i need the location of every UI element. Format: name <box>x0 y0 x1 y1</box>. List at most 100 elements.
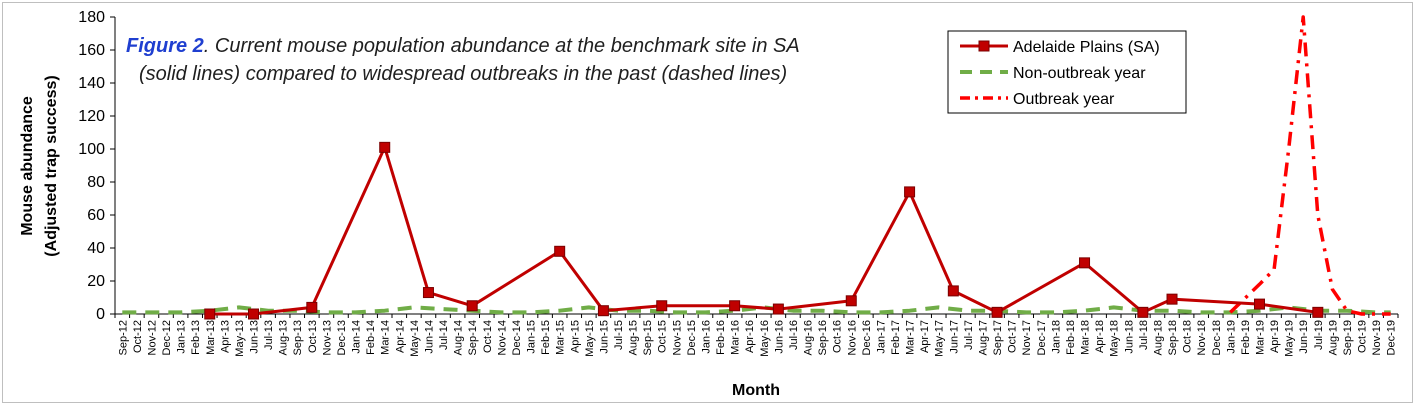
x-tick-label: Mar-13 <box>205 320 217 355</box>
x-tick-label: Aug-19 <box>1327 320 1339 355</box>
x-tick-label: Aug-13 <box>278 320 290 355</box>
data-point-marker <box>729 300 741 312</box>
y-axis-title-line1: Mouse abundance <box>19 96 36 236</box>
x-tick-label: Dec-13 <box>336 320 348 355</box>
x-tick-label: Jan-17 <box>875 320 887 354</box>
x-tick-label: Dec-17 <box>1036 320 1048 355</box>
data-point-marker <box>1312 306 1324 318</box>
x-tick-label: Oct-15 <box>657 320 669 353</box>
data-point-marker <box>904 186 916 198</box>
x-tick-label: Oct-14 <box>482 320 494 353</box>
y-tick-label: 60 <box>87 207 105 224</box>
x-tick-label: May-15 <box>584 320 596 357</box>
x-tick-label: Sep-17 <box>992 320 1004 355</box>
x-tick-label: Feb-15 <box>540 320 552 355</box>
x-tick-label: Apr-15 <box>569 320 581 353</box>
y-tick-labels: 0 20 40 60 80 100 120 140 160 180 <box>78 9 105 323</box>
data-point-marker <box>1253 298 1265 310</box>
x-tick-label: Nov-18 <box>1196 320 1208 355</box>
x-tick-label: Apr-13 <box>219 320 231 353</box>
y-tick-label: 100 <box>78 141 105 158</box>
x-tick-label: Apr-19 <box>1269 320 1281 353</box>
figure-annotation-text: . Current mouse population abundance at … <box>204 35 800 57</box>
x-tick-label: Dec-16 <box>861 320 873 355</box>
x-tick-label: Apr-17 <box>919 320 931 353</box>
figure-annotation-line2: (solid lines) compared to widespread out… <box>139 63 787 85</box>
x-tick-labels: Sep-12 Oct-12 Nov-12 Dec-12 Jan-13 Feb-13 Mar-… <box>117 320 1397 357</box>
x-tick-label: Jul-14 <box>438 320 450 350</box>
x-tick-label: Jun-15 <box>598 320 610 354</box>
data-point-marker <box>1137 306 1149 318</box>
y-tick-label: 40 <box>87 240 105 257</box>
x-tick-label: Jun-13 <box>249 320 261 354</box>
data-point-marker <box>1079 257 1091 269</box>
x-tick-label: Dec-14 <box>511 320 523 355</box>
x-tick-label: Jan-18 <box>1050 320 1062 354</box>
x-tick-label: Jul-15 <box>613 320 625 350</box>
x-tick-label: Dec-18 <box>1211 320 1223 355</box>
x-tick-label: Aug-14 <box>453 320 465 355</box>
x-tick-label: Jul-13 <box>263 320 275 350</box>
x-tick-label: Feb-18 <box>1065 320 1077 355</box>
x-tick-label: Jun-17 <box>948 320 960 354</box>
x-tick-label: Jun-19 <box>1298 320 1310 354</box>
data-point-marker <box>772 303 784 315</box>
y-tick-label: 120 <box>78 108 105 125</box>
x-tick-label: Sep-19 <box>1342 320 1354 355</box>
data-point-marker <box>306 301 318 313</box>
x-tick-label: Aug-17 <box>977 320 989 355</box>
data-point-marker <box>1166 293 1178 305</box>
x-tick-label: Mar-18 <box>1080 320 1092 355</box>
x-tick-label: Nov-15 <box>671 320 683 355</box>
data-point-marker <box>947 285 959 297</box>
data-point-marker <box>554 245 566 257</box>
x-tick-label: Oct-19 <box>1357 320 1369 353</box>
legend-marker <box>978 40 990 52</box>
x-tick-label: Apr-14 <box>394 320 406 353</box>
x-tick-label: Aug-16 <box>803 320 815 355</box>
x-tick-label: Sep-16 <box>817 320 829 355</box>
x-tick-label: Jul-19 <box>1313 320 1325 350</box>
x-tick-label: Apr-16 <box>744 320 756 353</box>
x-tick-label: Jan-13 <box>176 320 188 354</box>
x-tick-label: Nov-14 <box>496 320 508 355</box>
x-tick-label: Sep-12 <box>117 320 129 355</box>
x-tick-label: Nov-16 <box>846 320 858 355</box>
x-tick-label: Jun-16 <box>773 320 785 354</box>
y-axis-title-line2: (Adjusted trap success) <box>43 75 60 256</box>
series-layer <box>122 15 1391 320</box>
data-point-marker <box>379 141 391 153</box>
data-point-marker <box>204 308 216 320</box>
x-tick-label: Mar-16 <box>730 320 742 355</box>
series-line-outbreak-year <box>1229 15 1391 316</box>
x-tick-label: Dec-12 <box>161 320 173 355</box>
x-tick-label: Oct-17 <box>1007 320 1019 353</box>
x-tick-label: Sep-18 <box>1167 320 1179 355</box>
x-tick-label: Feb-13 <box>190 320 202 355</box>
data-point-marker <box>466 300 478 312</box>
x-tick-label: Mar-15 <box>555 320 567 355</box>
x-tick-label: Sep-15 <box>642 320 654 355</box>
data-point-marker <box>991 306 1003 318</box>
x-tick-label: May-18 <box>1109 320 1121 357</box>
y-tick-label: 0 <box>96 306 105 323</box>
legend-label: Adelaide Plains (SA) <box>1013 39 1160 56</box>
data-point-marker <box>656 300 668 312</box>
x-tick-label: Jan-16 <box>700 320 712 354</box>
x-tick-label: Mar-19 <box>1254 320 1266 355</box>
x-tick-label: Dec-15 <box>686 320 698 355</box>
legend-label: Non-outbreak year <box>1013 65 1146 82</box>
x-tick-label: Sep-13 <box>292 320 304 355</box>
figure-annotation-line1: Figure 2. Current mouse population abund… <box>126 35 800 57</box>
x-tick-label: Jul-17 <box>963 320 975 350</box>
x-tick-label: Oct-13 <box>307 320 319 353</box>
x-tick-label: Jun-18 <box>1123 320 1135 354</box>
x-tick-label: Oct-16 <box>832 320 844 353</box>
x-axis-title: Month <box>732 382 780 399</box>
x-tick-label: Nov-13 <box>321 320 333 355</box>
legend: Adelaide Plains (SA) Non-outbreak year Out… <box>947 30 1187 114</box>
x-tick-label: Jan-14 <box>351 320 363 354</box>
x-tick-label: Apr-18 <box>1094 320 1106 353</box>
